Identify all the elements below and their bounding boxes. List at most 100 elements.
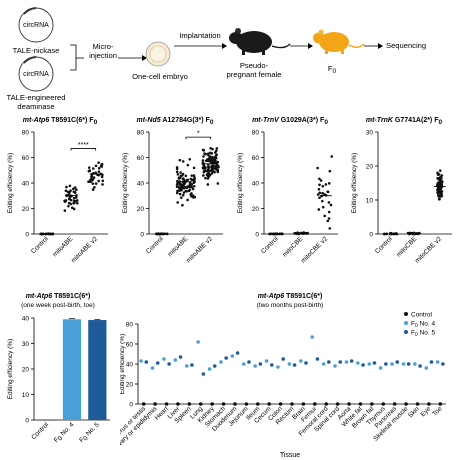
data-point [73, 186, 77, 189]
data-point [72, 207, 76, 211]
data-point [213, 170, 216, 174]
data-point [292, 363, 297, 367]
data-point [187, 189, 191, 193]
chart-atp6-one-week-bar: mt-Atp6 T8591C(6*) (one week post-birth, … [7, 293, 110, 444]
data-point [215, 147, 219, 150]
x-tick-label: mitoCBE v2 [414, 235, 443, 264]
data-point [202, 149, 206, 152]
data-point [344, 360, 349, 364]
data-point [101, 183, 104, 186]
data-point [186, 163, 190, 167]
title-rest: T8591C(6*) [52, 293, 90, 300]
data-point [204, 152, 208, 156]
data-point [69, 202, 73, 206]
data-point [68, 184, 72, 188]
data-point [212, 364, 217, 368]
data-point [214, 156, 218, 160]
data-point [63, 209, 67, 212]
data-point [316, 166, 319, 170]
data-point [182, 186, 186, 190]
title-sub: 0 [94, 119, 98, 126]
data-point [97, 161, 100, 164]
pseudo-label-line1: Pseudo- [240, 61, 269, 70]
data-point [327, 201, 331, 204]
title-gene: mt-TrnK [366, 117, 394, 124]
data-point [437, 173, 441, 176]
data-point [209, 156, 213, 160]
data-point [184, 174, 188, 178]
data-point [290, 402, 294, 406]
y-tick-label: 40 [22, 180, 30, 187]
data-point [101, 179, 105, 183]
nickase-label: TALE-nickase [13, 46, 60, 55]
data-point [88, 169, 92, 173]
data-point [75, 188, 78, 192]
data-point [190, 174, 194, 177]
micro-label-line2: injection [89, 51, 117, 60]
title-gene: mt-TrnV [252, 117, 280, 124]
y-tick-label: 10 [22, 392, 30, 399]
data-point [202, 170, 206, 174]
data-point [67, 204, 70, 208]
data-point [65, 185, 68, 189]
data-point [441, 362, 445, 366]
data-point [175, 191, 179, 195]
data-point [356, 361, 360, 365]
embryo-label: One-cell embryo [132, 72, 188, 81]
legend-rest: No. 5 [418, 329, 436, 336]
data-point [335, 402, 340, 406]
x-tick-rest: No. 5 [84, 421, 101, 438]
data-point [293, 231, 296, 235]
data-point [186, 185, 190, 188]
data-point [323, 214, 326, 218]
data-point [178, 189, 181, 192]
significance-label: **** [78, 142, 89, 149]
x-axis-label: Tissue [280, 452, 300, 459]
data-point [324, 402, 329, 406]
f0-label: F0 [328, 64, 337, 75]
y-tick-label: 40 [126, 361, 134, 368]
y-axis-label: Editing efficiency (%) [122, 153, 129, 214]
x-tick-sub: 0 [82, 435, 90, 443]
data-point [201, 159, 205, 162]
data-point [179, 171, 182, 174]
data-point [438, 179, 442, 182]
data-point [87, 166, 91, 169]
title-gene: mt-Atp6 [26, 293, 53, 300]
data-point [316, 193, 320, 196]
data-point [202, 155, 205, 158]
arrow-head-icon [142, 55, 147, 61]
data-point [201, 372, 206, 376]
data-point [440, 194, 443, 198]
data-point [139, 359, 143, 363]
data-point [315, 357, 320, 361]
data-point [436, 171, 439, 175]
data-point [378, 366, 383, 370]
legend-marker [404, 321, 408, 325]
data-point [347, 402, 351, 406]
data-point [235, 351, 240, 355]
orange-mouse-icon [313, 29, 365, 54]
y-tick-label: 0 [369, 231, 373, 238]
data-point [196, 340, 200, 344]
title-rest: T8591C(6*) [284, 293, 322, 300]
y-axis-label: Editing efficiency (%) [7, 339, 14, 400]
arrow-head-icon [222, 43, 227, 49]
data-point [191, 194, 195, 198]
data-point [167, 362, 171, 366]
data-point [191, 187, 195, 191]
data-point [182, 177, 185, 180]
chart-title: mt-Atp6 T8591C(6*) [26, 293, 91, 300]
data-point [175, 167, 179, 171]
x-tick-label: Control [374, 235, 394, 255]
data-point [358, 402, 363, 406]
data-point [72, 199, 76, 203]
data-point [185, 189, 189, 193]
x-tick-label: Toe [431, 405, 444, 418]
data-point [201, 166, 205, 169]
data-point [415, 402, 420, 406]
data-point [211, 160, 214, 163]
title-rest: T8591C(6*) F [49, 117, 94, 124]
data-point [94, 171, 98, 175]
